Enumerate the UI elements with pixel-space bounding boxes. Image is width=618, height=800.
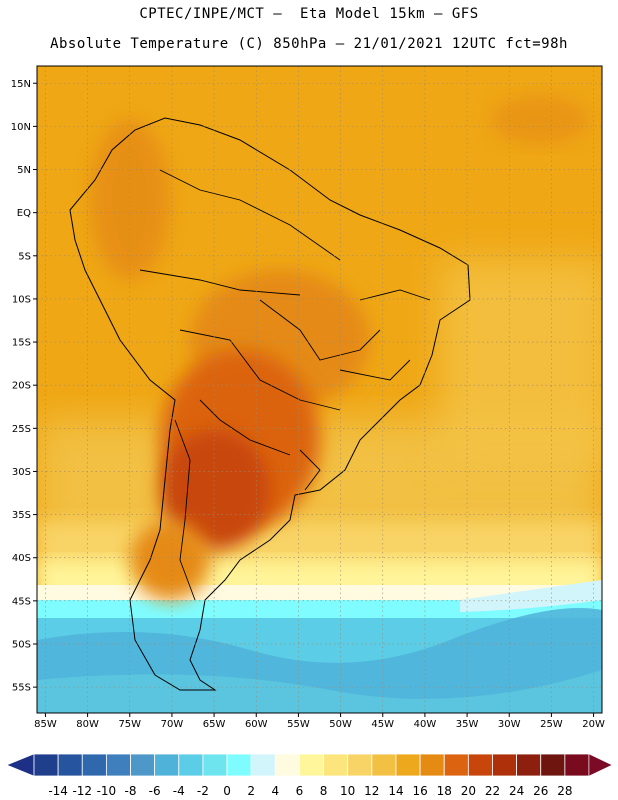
- lat-tick-label: 5S: [18, 251, 31, 262]
- colorbar-arrow-left: [6, 753, 35, 777]
- lon-tick-label: 50W: [329, 719, 352, 730]
- colorbar-swatch: [130, 753, 156, 777]
- colorbar-label: 20: [461, 784, 476, 798]
- colorbar-swatch: [33, 753, 59, 777]
- colorbar-swatch: [540, 753, 566, 777]
- colorbar-label: 24: [509, 784, 524, 798]
- colorbar-label: -14: [48, 784, 68, 798]
- colorbar-label: 4: [271, 784, 279, 798]
- colorbar-swatch: [81, 753, 107, 777]
- map-frame: [36, 65, 603, 714]
- colorbar-label: 22: [485, 784, 500, 798]
- latitude-tick-labels: 15N 10N 5N EQ 5S 10S 15S 20S 25S 30S 35S 40S 45S 50S 5…: [11, 79, 37, 694]
- colorbar-swatch: [516, 753, 542, 777]
- colorbar-label: 14: [388, 784, 403, 798]
- lon-tick-label: 35W: [456, 719, 479, 730]
- colorbar-label: -2: [197, 784, 209, 798]
- colorbar-label: -12: [72, 784, 92, 798]
- colorbar-swatch: [274, 753, 300, 777]
- colorbar-swatch: [323, 753, 349, 777]
- colorbar-label: 2: [247, 784, 255, 798]
- longitude-tick-labels: 85W 80W 75W 70W 65W 60W 55W 50W 45W 40W 35W 30W 25W 2…: [34, 713, 605, 730]
- lat-tick-label: 15N: [11, 79, 31, 90]
- colorbar-swatch: [202, 753, 228, 777]
- colorbar: -14 -12 -10 -8 -6 -4 -2 0 2 4 6 8 10 12 14 16 18 20 22 24 26…: [6, 753, 613, 798]
- lon-tick-label: 55W: [287, 719, 310, 730]
- colorbar-label: -4: [173, 784, 185, 798]
- colorbar-swatch: [419, 753, 445, 777]
- lon-tick-label: 20W: [582, 719, 605, 730]
- colorbar-label: 18: [437, 784, 452, 798]
- chart-title-line-1: CPTEC/INPE/MCT – Eta Model 15km – GFS: [139, 6, 479, 22]
- colorbar-swatch: [564, 753, 590, 777]
- lon-tick-label: 70W: [161, 719, 184, 730]
- lat-tick-label: 5N: [17, 165, 31, 176]
- lat-tick-label: 50S: [12, 639, 31, 650]
- colorbar-label: 26: [533, 784, 548, 798]
- coastline: [69, 117, 471, 691]
- colorbar-swatch: [250, 753, 276, 777]
- lat-tick-label: 10S: [12, 294, 31, 305]
- lat-tick-label: 55S: [12, 683, 31, 694]
- colorbar-label: 12: [364, 784, 379, 798]
- colorbar-swatch: [178, 753, 204, 777]
- lon-tick-label: 65W: [203, 719, 226, 730]
- lon-tick-label: 40W: [414, 719, 437, 730]
- lon-tick-label: 80W: [76, 719, 99, 730]
- temperature-field: [37, 66, 602, 713]
- lat-tick-label: 45S: [12, 596, 31, 607]
- colorbar-label: 10: [340, 784, 355, 798]
- colorbar-swatch: [395, 753, 421, 777]
- lat-tick-label: 40S: [12, 553, 31, 564]
- lat-tick-label: EQ: [17, 208, 31, 219]
- political-borders: [139, 169, 431, 601]
- lon-tick-label: 45W: [371, 719, 394, 730]
- colorbar-swatch: [105, 753, 131, 777]
- lat-tick-label: 30S: [12, 467, 31, 478]
- colorbar-label: 0: [223, 784, 231, 798]
- colorbar-label: -10: [97, 784, 117, 798]
- lon-tick-label: 60W: [245, 719, 268, 730]
- colorbar-label: 8: [320, 784, 328, 798]
- colorbar-swatch: [467, 753, 493, 777]
- colorbar-swatch: [443, 753, 469, 777]
- colorbar-swatch: [492, 753, 518, 777]
- lon-tick-label: 85W: [34, 719, 57, 730]
- colorbar-swatch: [299, 753, 324, 777]
- lat-tick-label: 20S: [12, 381, 31, 392]
- colorbar-label: 28: [557, 784, 572, 798]
- colorbar-label: 6: [296, 784, 304, 798]
- colorbar-swatch: [347, 753, 373, 777]
- colorbar-label: -8: [125, 784, 137, 798]
- lat-tick-label: 25S: [12, 424, 31, 435]
- colorbar-label: 16: [412, 784, 427, 798]
- colorbar-swatch: [154, 753, 180, 777]
- colorbar-swatch: [57, 753, 83, 777]
- lon-tick-label: 75W: [118, 719, 141, 730]
- colorbar-swatch: [226, 753, 252, 777]
- lat-tick-label: 10N: [11, 122, 31, 133]
- colorbar-arrow-right: [588, 753, 613, 777]
- lon-tick-label: 30W: [498, 719, 521, 730]
- lat-tick-label: 15S: [12, 338, 31, 349]
- colorbar-label: -6: [149, 784, 161, 798]
- lon-tick-label: 25W: [540, 719, 563, 730]
- colorbar-swatch: [371, 753, 397, 777]
- lat-tick-label: 35S: [12, 510, 31, 521]
- chart-title-line-2: Absolute Temperature (C) 850hPa – 21/01/…: [50, 36, 568, 52]
